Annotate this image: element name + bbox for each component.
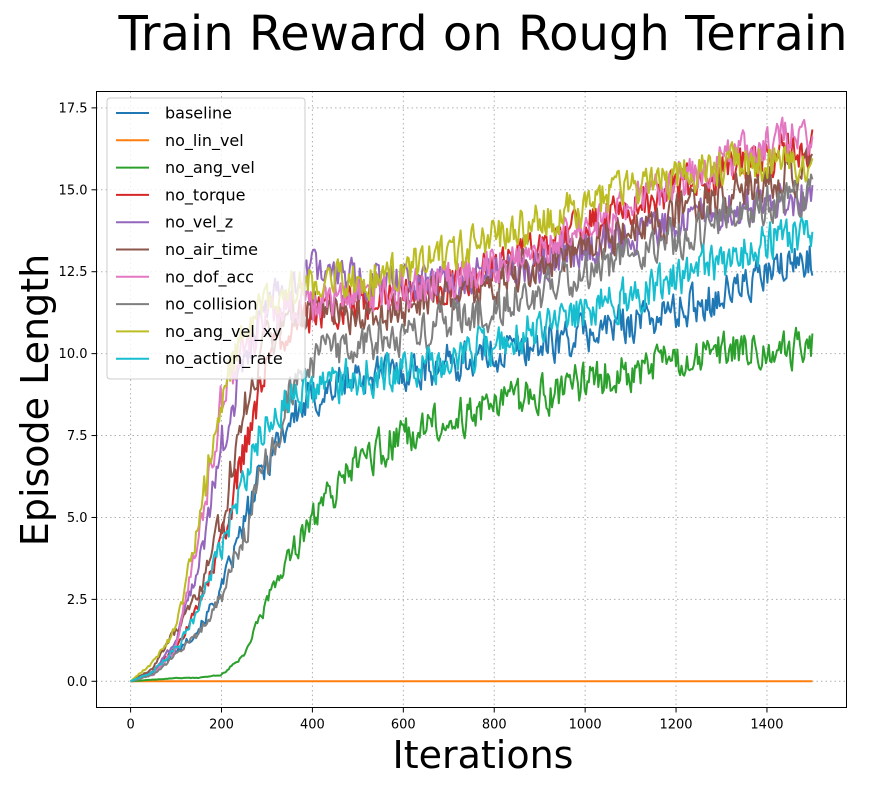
y-tick-label: 0.0 <box>67 675 88 690</box>
plot-area-frame <box>96 91 847 708</box>
y-tick-label: 12.5 <box>59 265 88 280</box>
legend-label-no-air-time: no_air_time <box>165 240 258 260</box>
legend-label-no-ang-vel: no_ang_vel <box>165 158 255 178</box>
legend-box <box>106 97 306 380</box>
x-tick-label: 1200 <box>659 718 692 733</box>
legend-label-no-action-rate: no_action_rate <box>165 349 283 369</box>
x-tick-label: 600 <box>391 718 416 733</box>
y-tick-label: 7.5 <box>67 429 88 444</box>
y-tick-label: 10.0 <box>59 347 88 362</box>
series-lines <box>129 116 814 683</box>
x-tick-label: 1000 <box>569 718 602 733</box>
legend: baseline no_lin_vel no_ang_vel no_torque no_… <box>106 97 306 380</box>
legend-label-no-dof-acc: no_dof_acc <box>165 267 254 287</box>
series-line-no-collision <box>130 173 814 683</box>
y-tick-label: 15.0 <box>59 183 88 198</box>
y-tick-label: 17.5 <box>59 101 88 116</box>
series-line-no-action-rate <box>130 216 814 683</box>
axis-ticks: 0 200 400 600 800 1000 1200 1400 0.0 2.5 5.0 7.5 10.… <box>59 101 784 732</box>
series-line-baseline <box>130 245 814 683</box>
legend-label-no-ang-vel-xy: no_ang_vel_xy <box>165 322 282 342</box>
x-tick-label: 800 <box>482 718 507 733</box>
legend-label-no-collision: no_collision <box>165 295 258 315</box>
legend-label-no-vel-z: no_vel_z <box>165 213 233 233</box>
legend-label-baseline: baseline <box>165 104 232 123</box>
legend-label-no-lin-vel: no_lin_vel <box>165 131 244 151</box>
legend-label-no-torque: no_torque <box>165 185 245 205</box>
x-tick-label: 0 <box>126 718 134 733</box>
series-line-no-ang-vel <box>130 326 814 683</box>
x-tick-label: 200 <box>209 718 234 733</box>
y-tick-label: 5.0 <box>67 511 88 526</box>
x-axis-label: Iterations <box>393 733 574 777</box>
chart-title: Train Reward on Rough Terrain <box>117 6 847 62</box>
x-tick-label: 1400 <box>750 718 783 733</box>
x-tick-label: 400 <box>300 718 325 733</box>
y-axis-label: Episode Length <box>13 254 57 546</box>
y-tick-label: 2.5 <box>67 593 88 608</box>
